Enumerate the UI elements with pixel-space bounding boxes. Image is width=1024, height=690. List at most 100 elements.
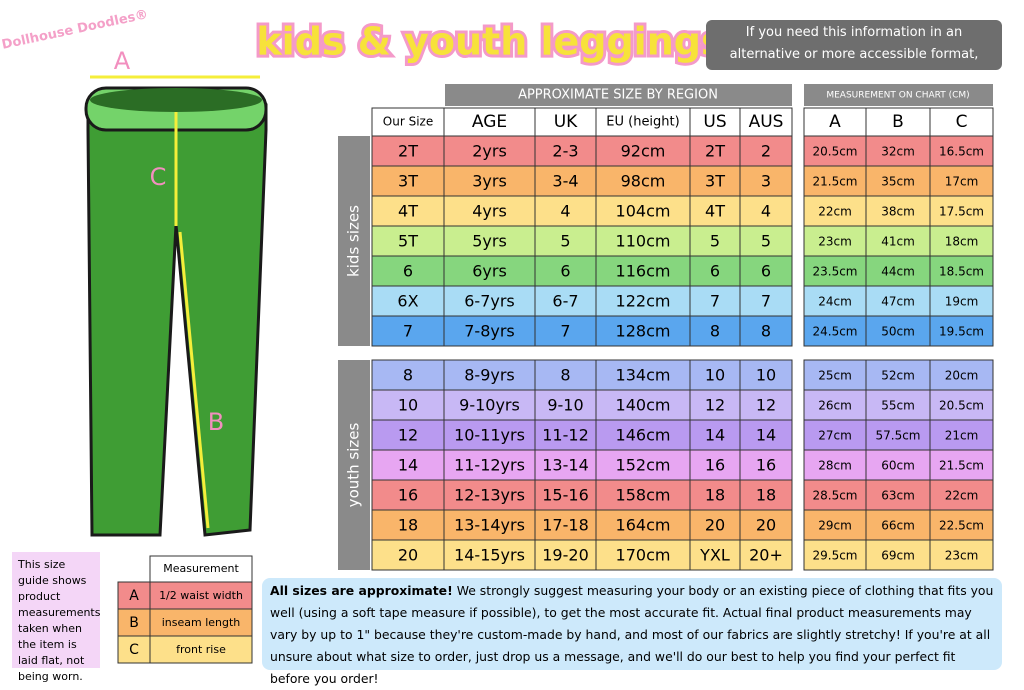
cell-text: 110cm (616, 232, 671, 251)
table-cell (595, 449, 691, 481)
cell-text: 9-10 (547, 396, 583, 415)
table-cell (803, 195, 867, 227)
cell-text: YXL (699, 546, 730, 565)
brand: Dollhouse Doodles® (0, 7, 149, 53)
cell-text: 116cm (616, 262, 671, 281)
table-cell (865, 539, 931, 571)
cell-text: 24.5cm (812, 325, 857, 339)
table-cell (689, 419, 741, 451)
cell-text: 5 (761, 232, 771, 251)
cell-text: 122cm (616, 292, 671, 311)
cell-text: 12-13yrs (454, 486, 525, 505)
cell-text: 69cm (881, 549, 915, 563)
cell-text: 92cm (621, 142, 666, 161)
group-label-bg (338, 360, 370, 570)
cell-text: 22cm (945, 489, 979, 503)
cell-text: 6X (397, 292, 418, 311)
table-cell (929, 315, 994, 347)
cell-text: 6-7yrs (464, 292, 515, 311)
table-cell (929, 509, 994, 541)
table-cell (739, 449, 793, 481)
table-cell (595, 359, 691, 391)
cell-text: 4yrs (472, 202, 507, 221)
cell-text: 2yrs (472, 142, 507, 161)
cell-text: 19-20 (542, 546, 589, 565)
cell-text: 27cm (818, 429, 852, 443)
cell-text: 3yrs (472, 172, 507, 191)
table-cell (803, 285, 867, 317)
cell-text: 11-12 (542, 426, 589, 445)
table-cell (929, 285, 994, 317)
accessibility-notice: If you need this information in an alter… (706, 20, 1002, 84)
table-cell (803, 255, 867, 287)
table-cell (595, 419, 691, 451)
cell-text: 17-18 (542, 516, 589, 535)
cell-text: 7 (403, 322, 413, 341)
cell-text: 7 (761, 292, 771, 311)
measure-header-bg (804, 84, 993, 106)
cell-text: 14 (398, 456, 418, 475)
table-cell (929, 419, 994, 451)
table-cell (739, 165, 793, 197)
cell-text: 29.5cm (812, 549, 857, 563)
table-cell (929, 195, 994, 227)
table-cell (443, 225, 536, 257)
table-cell (443, 359, 536, 391)
cell-text: 164cm (616, 516, 671, 535)
table-cell (739, 479, 793, 511)
cell-text: 50cm (881, 325, 915, 339)
table-cell (929, 359, 994, 391)
table-cell (371, 359, 445, 391)
cell-text: 4T (398, 202, 418, 221)
table-cell (803, 509, 867, 541)
key-letter: B (129, 615, 139, 631)
column-header: A (829, 112, 841, 132)
column-header: US (703, 112, 726, 132)
table-cell (689, 285, 741, 317)
cell-text: 2T (705, 142, 725, 161)
table-cell (803, 389, 867, 421)
table-cell (443, 195, 536, 227)
side-note: This size guide shows product measuremen… (12, 552, 100, 683)
cell-text: 28cm (818, 459, 852, 473)
table-cell (803, 479, 867, 511)
cell-text: 8-9yrs (464, 366, 515, 385)
cell-text: 44cm (881, 265, 915, 279)
key-letter: C (129, 642, 139, 658)
footer-lead: All sizes are approximate! (270, 583, 453, 598)
key-desc: 1/2 waist width (159, 589, 243, 602)
cell-text: 16 (756, 456, 776, 475)
cell-text: 2 (761, 142, 771, 161)
table-cell (689, 479, 741, 511)
table-cell (371, 225, 445, 257)
table-cell (865, 509, 931, 541)
region-header-bg (445, 84, 792, 106)
cell-text: 28.5cm (812, 489, 857, 503)
table-cell (595, 165, 691, 197)
cell-text: 14-15yrs (454, 546, 525, 565)
region-header: APPROXIMATE SIZE BY REGION (518, 88, 718, 103)
cell-text: 10 (398, 396, 418, 415)
cell-text: 21.5cm (812, 175, 857, 189)
table-cell (534, 135, 597, 167)
cell-text: 10-11yrs (454, 426, 525, 445)
column-header: EU (height) (606, 115, 679, 130)
table-cell (443, 165, 536, 197)
cell-text: 6-7 (552, 292, 578, 311)
cell-text: 6yrs (472, 262, 507, 281)
table-cell (371, 539, 445, 571)
table-cell (803, 449, 867, 481)
footer-note: All sizes are approximate! We strongly s… (262, 578, 1002, 686)
key-header: Measurement (163, 562, 239, 575)
label-c: C (150, 163, 167, 191)
column-header: Our Size (383, 115, 433, 129)
key-desc: front rise (176, 643, 226, 656)
cell-text: 9-10yrs (459, 396, 520, 415)
cell-text: 4 (560, 202, 570, 221)
table-cell (689, 255, 741, 287)
table-cell (443, 255, 536, 287)
group-label: youth sizes (345, 423, 363, 508)
label-b: B (208, 408, 224, 436)
table-cell (443, 419, 536, 451)
